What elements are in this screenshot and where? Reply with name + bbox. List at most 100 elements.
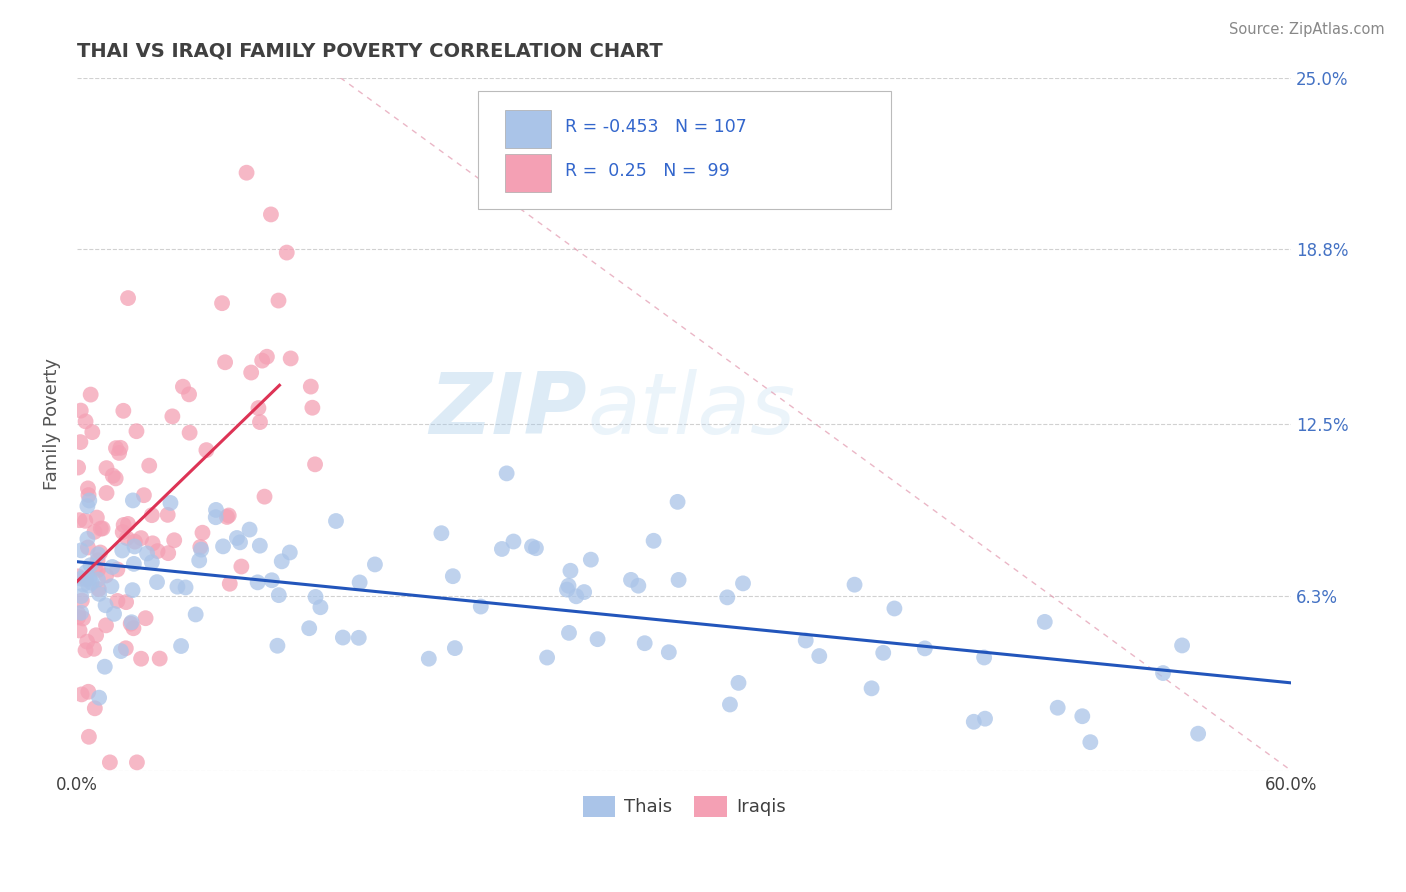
Point [76, 634, 98, 648]
Point [166, 580, 188, 594]
Point [103, 607, 125, 621]
Point [98, 756, 121, 770]
Point [174, 581, 197, 595]
Point [70, 589, 93, 603]
Text: THAI VS IRAQI FAMILY POVERTY CORRELATION CHART: THAI VS IRAQI FAMILY POVERTY CORRELATION… [77, 42, 662, 61]
Point [495, 467, 517, 481]
Point [225, 531, 247, 545]
Point [77, 488, 100, 502]
Point [69, 513, 91, 527]
Point [117, 291, 139, 305]
Point [349, 575, 371, 590]
Point [121, 615, 143, 630]
Point [70, 606, 93, 620]
Point [430, 526, 453, 541]
Point [70, 572, 93, 586]
Point [69, 624, 91, 638]
Point [120, 616, 142, 631]
Point [215, 510, 238, 524]
Point [122, 621, 145, 635]
Point [1046, 700, 1069, 714]
Point [87, 547, 110, 561]
Point [298, 621, 321, 635]
Point [87, 582, 110, 596]
Point [418, 651, 440, 665]
Point [267, 293, 290, 308]
Text: atlas: atlas [588, 368, 794, 451]
FancyBboxPatch shape [505, 153, 551, 192]
Point [572, 585, 595, 599]
Point [260, 574, 283, 588]
Point [794, 633, 817, 648]
Point [159, 496, 181, 510]
Text: R =  0.25   N =  99: R = 0.25 N = 99 [565, 162, 730, 180]
Point [75, 514, 97, 528]
Point [974, 712, 997, 726]
Point [69, 403, 91, 417]
Point [163, 533, 186, 548]
Point [278, 545, 301, 559]
Point [731, 576, 754, 591]
Point [111, 543, 134, 558]
Point [70, 593, 93, 607]
Point [1033, 615, 1056, 629]
Point [1171, 639, 1194, 653]
Point [115, 531, 138, 545]
Point [79, 572, 101, 586]
Point [309, 600, 332, 615]
Point [114, 641, 136, 656]
Point [914, 641, 936, 656]
Point [110, 644, 132, 658]
Point [129, 531, 152, 545]
Point [666, 495, 689, 509]
Point [172, 380, 194, 394]
Point [86, 510, 108, 524]
Point [973, 650, 995, 665]
Point [80, 575, 103, 590]
Point [218, 508, 240, 523]
Point [218, 576, 240, 591]
Point [105, 562, 128, 576]
Point [79, 558, 101, 573]
Point [107, 594, 129, 608]
Point [94, 618, 117, 632]
Point [67, 460, 90, 475]
Point [249, 539, 271, 553]
Point [205, 503, 228, 517]
Point [325, 514, 347, 528]
Point [565, 589, 588, 603]
Point [87, 573, 110, 587]
Point [138, 458, 160, 473]
Point [235, 166, 257, 180]
Point [872, 646, 894, 660]
Text: Source: ZipAtlas.com: Source: ZipAtlas.com [1229, 22, 1385, 37]
Point [963, 714, 986, 729]
Point [141, 555, 163, 569]
Point [122, 493, 145, 508]
Point [247, 401, 270, 415]
Point [146, 575, 169, 590]
Point [101, 468, 124, 483]
Point [94, 599, 117, 613]
Point [718, 698, 741, 712]
Point [267, 588, 290, 602]
Point [347, 631, 370, 645]
Point [75, 565, 97, 579]
Point [204, 510, 226, 524]
Y-axis label: Family Poverty: Family Poverty [44, 359, 60, 490]
Point [77, 578, 100, 592]
Point [112, 404, 135, 418]
Point [100, 579, 122, 593]
Point [69, 435, 91, 450]
Point [142, 536, 165, 550]
Point [117, 516, 139, 531]
Point [555, 582, 578, 597]
Point [132, 488, 155, 502]
Point [860, 681, 883, 696]
Point [195, 443, 218, 458]
Point [250, 353, 273, 368]
Point [67, 569, 90, 583]
Point [520, 540, 543, 554]
Point [249, 415, 271, 429]
Point [276, 245, 298, 260]
